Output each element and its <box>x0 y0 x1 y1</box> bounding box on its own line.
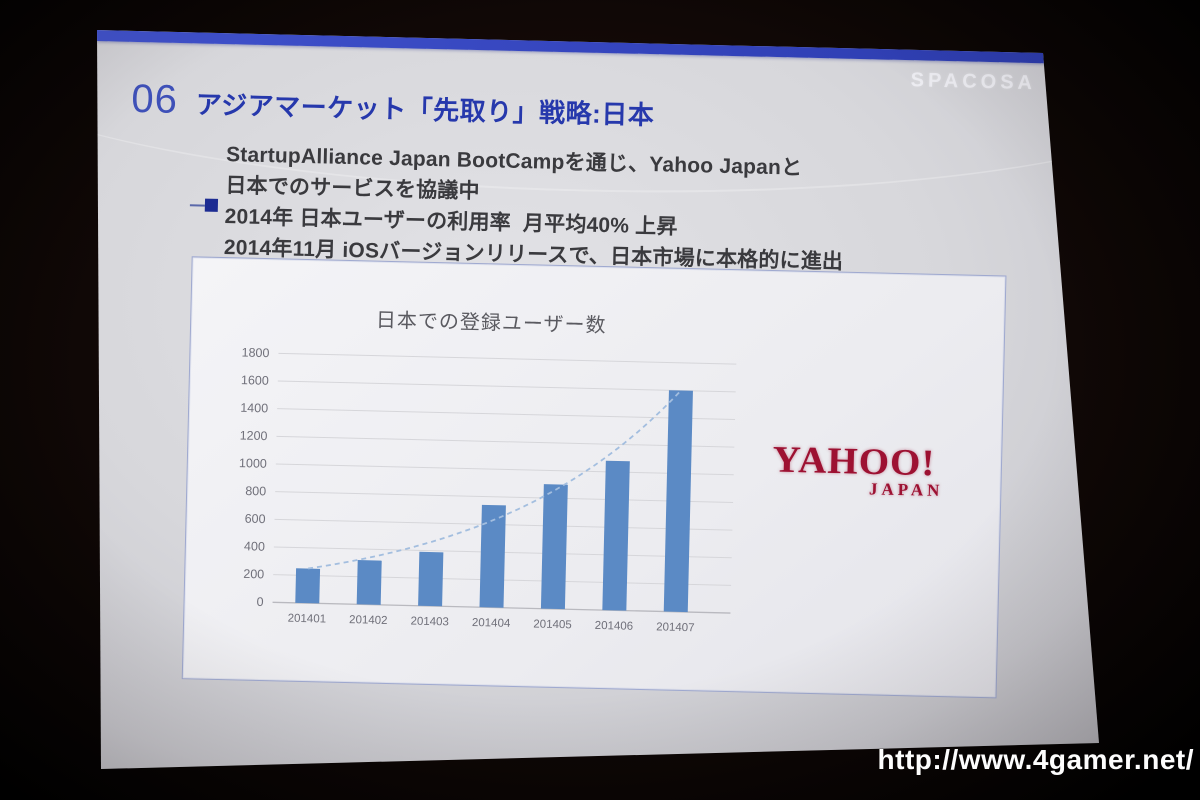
svg-text:201402: 201402 <box>349 614 388 627</box>
bullet-block: StartupAlliance Japan BootCampを通じ、Yahoo … <box>189 138 846 277</box>
bullet-marker-icon <box>189 147 220 263</box>
svg-text:1000: 1000 <box>239 456 267 471</box>
svg-text:201407: 201407 <box>656 621 695 634</box>
spacosa-logo: SPACOSA <box>910 69 1037 95</box>
slide-content: SPACOSA 06 アジアマーケット「先取り」戦略:日本 StartupAll… <box>97 30 1099 769</box>
slide-number: 06 <box>130 76 179 122</box>
svg-text:800: 800 <box>245 484 266 498</box>
yahoo-logo-text: YAHOO! <box>772 438 936 485</box>
svg-text:1400: 1400 <box>240 401 268 416</box>
bullet-dash <box>189 203 205 207</box>
slide-title-row: 06 アジアマーケット「先取り」戦略:日本 <box>131 77 655 134</box>
svg-text:201403: 201403 <box>410 616 449 629</box>
svg-text:600: 600 <box>245 512 266 526</box>
bar-chart: 0 200 400 600 800 1000 1200 1400 1600 1800 201401 2… <box>239 345 737 634</box>
svg-text:201404: 201404 <box>472 617 511 630</box>
svg-text:201401: 201401 <box>288 613 327 626</box>
page-title: アジアマーケット「先取り」戦略:日本 <box>195 89 655 131</box>
svg-text:0: 0 <box>256 595 263 609</box>
yahoo-japan-logo: YAHOO! JAPAN <box>753 437 954 502</box>
svg-text:201406: 201406 <box>595 620 634 633</box>
bullet-square <box>204 198 219 212</box>
svg-text:1800: 1800 <box>241 345 269 360</box>
svg-text:1200: 1200 <box>240 428 268 443</box>
svg-text:1600: 1600 <box>241 373 269 388</box>
svg-text:400: 400 <box>244 539 265 553</box>
svg-text:200: 200 <box>243 567 264 581</box>
bullet-text: StartupAlliance Japan BootCampを通じ、Yahoo … <box>224 139 846 278</box>
chart-panel: 日本での登録ユーザー数 0 200 400 600 800 1000 1200 1400 160… <box>181 256 1007 699</box>
svg-text:201405: 201405 <box>533 618 572 631</box>
chart-title: 日本での登録ユーザー数 <box>375 309 607 338</box>
watermark-url: http://www.4gamer.net/ <box>877 744 1194 775</box>
